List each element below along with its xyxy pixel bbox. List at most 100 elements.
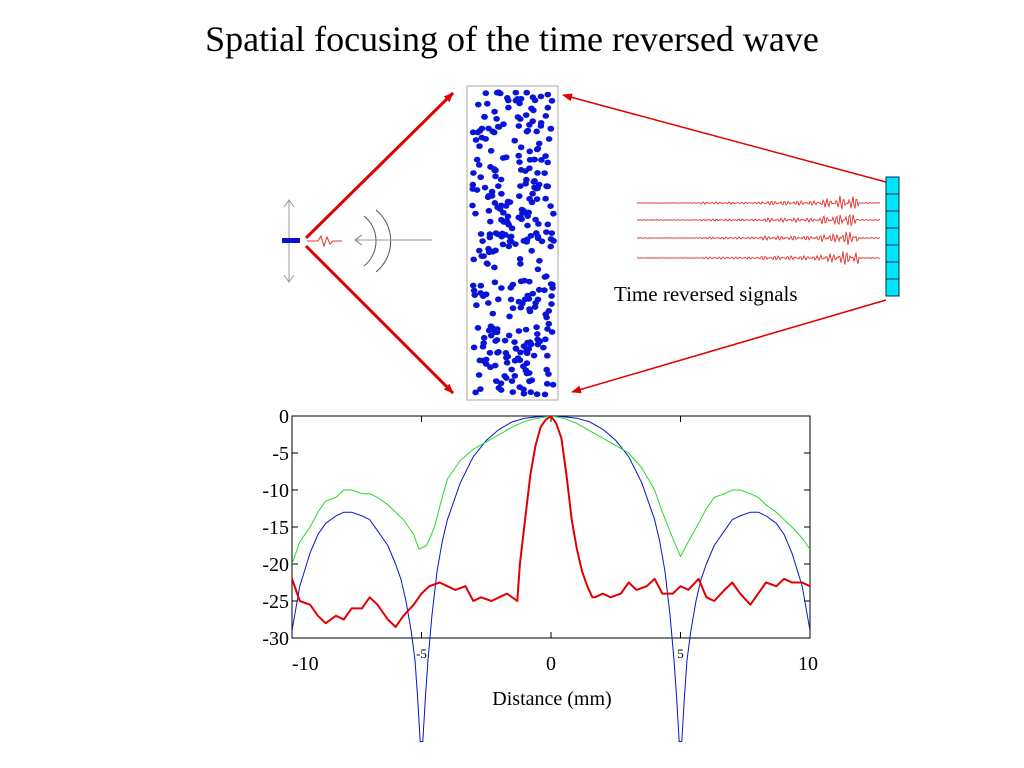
scatterer-dot xyxy=(473,187,481,193)
scatterer-dot xyxy=(548,301,555,307)
scatterer-dot xyxy=(524,222,531,229)
scatterer-dot xyxy=(531,178,538,184)
scatterer-dot xyxy=(529,94,537,101)
scatterer-dot xyxy=(520,238,528,244)
series-line xyxy=(292,416,810,565)
scatterer-dot xyxy=(534,331,541,337)
scatterer-dot xyxy=(470,344,478,351)
scatterer-dot xyxy=(501,337,509,344)
array-element xyxy=(885,278,900,297)
scatterer-dot xyxy=(524,213,531,220)
scatterer-dot xyxy=(488,188,496,195)
scatterer-dot xyxy=(533,324,540,331)
scatterer-dot xyxy=(511,137,518,144)
scatterer-dot xyxy=(514,96,521,102)
scatterer-dot xyxy=(507,296,515,303)
source-element xyxy=(282,238,300,243)
scatterer-dot xyxy=(515,152,522,159)
scatterer-dot xyxy=(516,256,524,262)
scatterer-dot xyxy=(505,221,512,228)
focus-arrow-lower xyxy=(304,244,455,395)
scatterer-dot xyxy=(544,326,551,332)
source-pulse-icon xyxy=(307,234,342,248)
scatterer-dot xyxy=(504,213,512,220)
scatterer-dot xyxy=(549,381,557,388)
scatterer-dot xyxy=(479,238,486,245)
focusing-chart: 0 -5 -10 -15 -20 -25 -30 -10 -5 0 5 10 Distance (m… xyxy=(262,406,818,743)
scatterer-dot xyxy=(485,125,492,132)
scatterer-dot xyxy=(475,101,482,108)
scatterer-dot xyxy=(545,320,553,327)
scatterer-dot xyxy=(532,185,540,192)
scatterer-dot xyxy=(479,293,487,299)
scatterer-dot xyxy=(517,349,524,356)
scatterer-dot xyxy=(512,345,520,352)
array-element xyxy=(885,210,900,229)
scatterer-dot xyxy=(475,372,483,378)
scatterer-dot xyxy=(525,295,533,302)
scatterer-dot xyxy=(470,287,478,294)
scatterer-dot xyxy=(535,221,542,227)
transducer-array xyxy=(885,176,900,297)
x-tick-labels: -10 -5 0 5 10 xyxy=(292,646,818,675)
scatterer-dot xyxy=(517,167,525,173)
signal-trace xyxy=(636,251,881,265)
scatterer-dot xyxy=(478,125,486,132)
scatterer-dot xyxy=(545,136,553,142)
scatterer-dot xyxy=(487,147,495,154)
scatterer-dot xyxy=(483,260,491,267)
scatterer-dot xyxy=(520,386,527,393)
scatterer-dot xyxy=(534,145,542,152)
scatterer-dot xyxy=(498,285,505,291)
scatterer-dot xyxy=(493,115,500,122)
scatterer-dot xyxy=(541,274,549,280)
scatterer-dot xyxy=(474,129,482,136)
array-element xyxy=(885,244,900,263)
scatterer-dot xyxy=(535,286,543,293)
signal-trace xyxy=(636,214,881,228)
array-element xyxy=(885,227,900,246)
array-element xyxy=(885,193,900,212)
scatterer-dot xyxy=(476,357,484,364)
scatterer-dot xyxy=(515,123,523,129)
scatterer-dot xyxy=(516,159,523,166)
scatterer-dot xyxy=(509,389,517,395)
scatterer-dot xyxy=(477,282,485,289)
scatterer-dot xyxy=(517,260,524,267)
scatterer-dot xyxy=(481,113,488,120)
scatterer-dot xyxy=(498,216,505,223)
scatterer-dot xyxy=(533,128,540,135)
scatterer-dot xyxy=(507,234,514,241)
scatterer-dot xyxy=(495,89,503,96)
y-tick-labels: 0 -5 -10 -15 -20 -25 -30 xyxy=(262,406,289,650)
source-up-arrow-icon xyxy=(283,199,295,208)
scatterer-dot xyxy=(506,313,513,320)
scatterer-dot xyxy=(480,340,488,346)
scatterer-dot xyxy=(545,371,552,377)
scatterer-dot xyxy=(491,129,498,136)
scatterer-dot xyxy=(503,354,510,361)
scatterer-dot xyxy=(501,373,509,379)
scatterer-dot xyxy=(498,190,505,197)
scatterer-dot xyxy=(537,93,545,100)
scatterer-dot xyxy=(508,366,515,373)
wavefront-arc-outer xyxy=(375,209,392,273)
scatterer-dot xyxy=(528,247,535,254)
scatterer-dot xyxy=(532,216,539,223)
x-tick-label: -10 xyxy=(292,653,319,675)
scatterer-dot xyxy=(489,310,497,317)
scatterer-dot xyxy=(480,253,488,259)
scatterer-dot xyxy=(534,266,542,273)
scatterer-dot xyxy=(508,378,516,384)
scatterer-dot xyxy=(548,293,555,299)
scatterer-dot xyxy=(515,298,523,305)
scatterer-dot xyxy=(491,279,499,286)
scatterer-dot xyxy=(516,193,523,200)
scatterer-dot xyxy=(477,386,484,392)
scatterer-dot xyxy=(524,339,531,346)
scatterer-dot xyxy=(532,300,539,306)
scatterer-dot xyxy=(533,230,540,236)
scatterer-dot xyxy=(470,256,478,263)
scatterer-dot xyxy=(523,128,531,135)
